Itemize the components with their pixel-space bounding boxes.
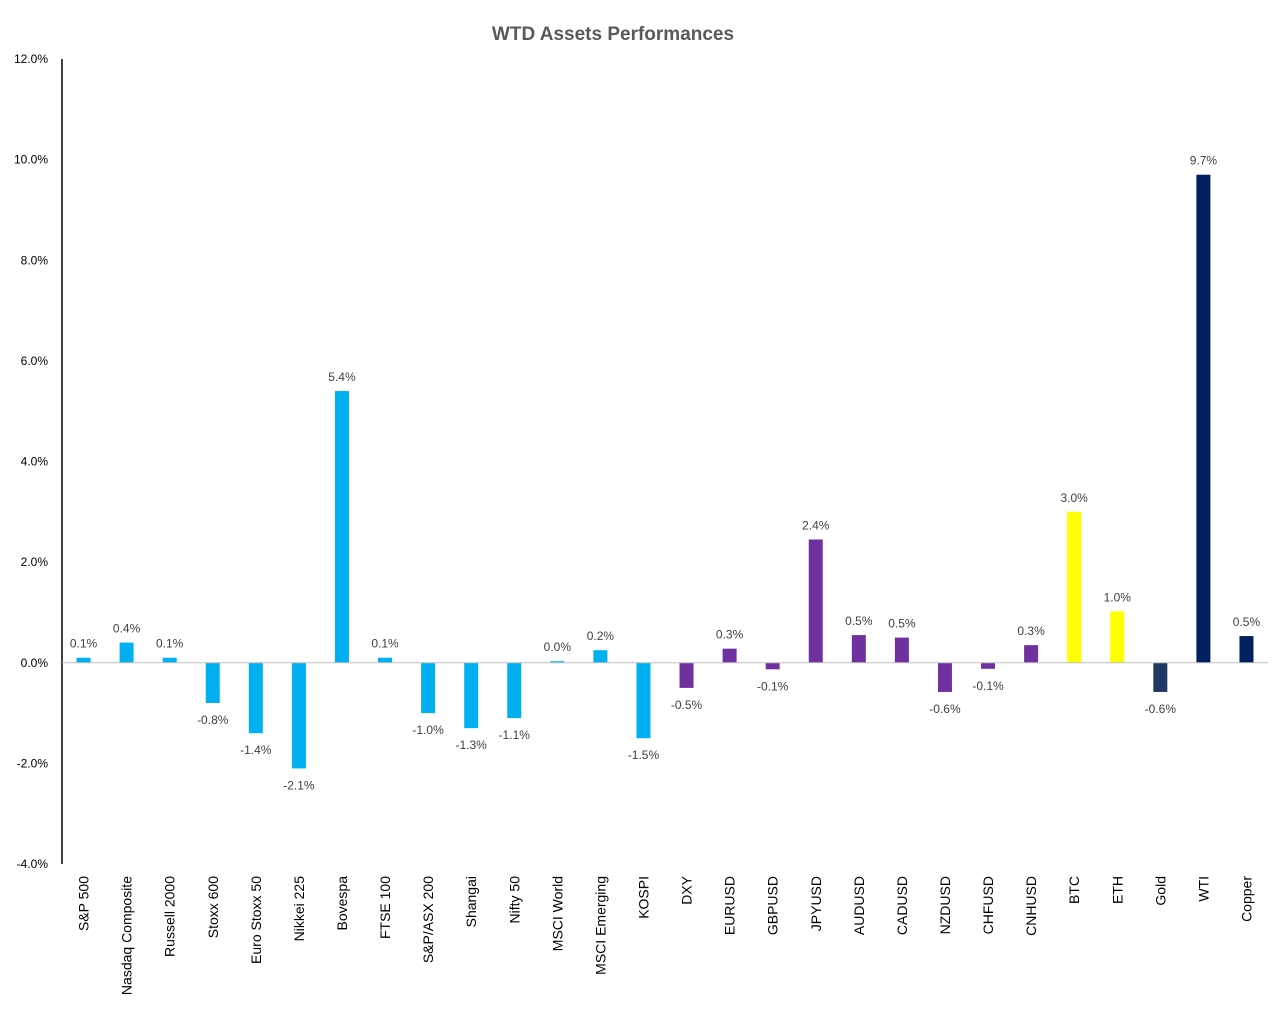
- bar: [507, 662, 522, 719]
- bar: [981, 662, 996, 669]
- data-label: 0.2%: [587, 629, 615, 643]
- x-tick-label: MSCI World: [549, 876, 565, 951]
- bar: [765, 662, 780, 670]
- y-tick-label: 0.0%: [21, 656, 49, 670]
- data-label: 5.4%: [328, 370, 356, 384]
- y-tick-label: 2.0%: [21, 555, 49, 569]
- x-tick-label: ETH: [1109, 876, 1125, 904]
- data-label: 0.0%: [544, 640, 572, 654]
- bar: [378, 657, 393, 663]
- x-tick-label: GBPUSD: [765, 876, 781, 935]
- y-tick-label: 10.0%: [14, 153, 48, 167]
- y-tick-label: -2.0%: [17, 756, 49, 770]
- data-labels: 0.1% 0.4% 0.1% -0.8% -1.4% -2.1% 5.4% 0.1% -1.0%…: [70, 154, 1261, 793]
- data-label: 0.3%: [716, 628, 744, 642]
- chart-title: WTD Assets Performances: [492, 24, 734, 45]
- bar: [679, 662, 694, 688]
- data-label: -1.3%: [455, 738, 487, 752]
- bar: [119, 642, 134, 663]
- data-label: 9.7%: [1190, 154, 1218, 168]
- x-tick-label: WTI: [1195, 876, 1211, 902]
- data-label: 1.0%: [1104, 590, 1132, 604]
- data-label: -0.6%: [929, 702, 961, 716]
- data-label: 0.4%: [113, 622, 141, 636]
- bars: [76, 174, 1254, 769]
- x-tick-label: EURUSD: [722, 876, 738, 935]
- bar: [894, 637, 909, 663]
- bar: [1196, 174, 1211, 663]
- bar: [636, 662, 651, 739]
- y-axis: -4.0% -2.0% 0.0% 2.0% 4.0% 6.0% 8.0% 10.0% 12.0%: [14, 52, 63, 871]
- bar: [421, 662, 436, 714]
- data-label: 2.4%: [802, 518, 830, 532]
- x-axis: S&P 500 Nasdaq Composite Russell 2000 Stoxx…: [62, 662, 1268, 995]
- bar: [248, 662, 263, 734]
- bar: [550, 661, 565, 663]
- bar: [722, 648, 737, 663]
- bar: [593, 650, 608, 663]
- y-tick-label: 12.0%: [14, 52, 48, 66]
- bar: [205, 662, 220, 703]
- bar: [76, 657, 91, 663]
- data-label: -1.0%: [412, 723, 444, 737]
- data-label: -1.4%: [240, 743, 272, 757]
- data-label: -0.5%: [671, 698, 703, 712]
- x-tick-label: Gold: [1152, 876, 1168, 906]
- data-label: -1.5%: [628, 748, 660, 762]
- data-label: -0.1%: [757, 679, 789, 693]
- bar: [851, 635, 866, 663]
- bar: [1239, 636, 1254, 663]
- x-tick-label: Copper: [1238, 876, 1254, 922]
- x-tick-label: FTSE 100: [377, 876, 393, 939]
- x-tick-label: Nasdaq Composite: [119, 876, 135, 995]
- y-tick-label: -4.0%: [17, 857, 49, 871]
- x-tick-label: Euro Stoxx 50: [248, 876, 264, 964]
- x-tick-label: CHFUSD: [980, 876, 996, 934]
- data-label: -2.1%: [283, 778, 315, 792]
- bar: [464, 662, 479, 729]
- x-tick-label: Russell 2000: [162, 876, 178, 957]
- data-label: 0.1%: [371, 637, 399, 651]
- bar: [1153, 662, 1168, 692]
- x-tick-label: S&P/ASX 200: [420, 876, 436, 963]
- x-tick-label: AUDUSD: [851, 876, 867, 935]
- data-label: -0.8%: [197, 713, 229, 727]
- y-tick-label: 8.0%: [21, 253, 49, 267]
- bar: [291, 662, 306, 769]
- data-label: 0.1%: [156, 637, 184, 651]
- bar: [1024, 645, 1039, 663]
- x-tick-label: Nifty 50: [506, 876, 522, 924]
- x-tick-label: JPYUSD: [808, 876, 824, 931]
- data-label: -0.6%: [1145, 702, 1177, 716]
- data-label: 0.1%: [70, 637, 98, 651]
- bar: [334, 391, 349, 663]
- x-tick-label: Bovespa: [334, 876, 350, 931]
- x-tick-label: DXY: [679, 875, 695, 904]
- data-label: 3.0%: [1060, 491, 1088, 505]
- x-tick-label: Shangai: [463, 876, 479, 927]
- data-label: 0.5%: [888, 617, 916, 631]
- x-tick-label: Stoxx 600: [205, 876, 221, 938]
- bar: [1110, 611, 1125, 663]
- bar: [1067, 511, 1082, 663]
- y-tick-label: 6.0%: [21, 354, 49, 368]
- data-label: 0.3%: [1017, 624, 1045, 638]
- x-tick-label: CADUSD: [894, 876, 910, 935]
- x-tick-label: KOSPI: [635, 876, 651, 919]
- data-label: -1.1%: [499, 728, 531, 742]
- data-label: 0.5%: [1233, 615, 1261, 629]
- x-tick-label: CNHUSD: [1023, 876, 1039, 936]
- data-label: 0.5%: [845, 614, 873, 628]
- bar: [162, 657, 177, 663]
- x-tick-label: S&P 500: [76, 876, 92, 931]
- bar: [808, 539, 823, 663]
- data-label: -0.1%: [972, 679, 1004, 693]
- bar: [937, 662, 952, 692]
- x-tick-label: Nikkei 225: [291, 876, 307, 942]
- x-tick-label: BTC: [1066, 876, 1082, 904]
- x-tick-label: MSCI Emerging: [592, 876, 608, 975]
- x-tick-label: NZDUSD: [937, 876, 953, 934]
- y-tick-label: 4.0%: [21, 455, 49, 469]
